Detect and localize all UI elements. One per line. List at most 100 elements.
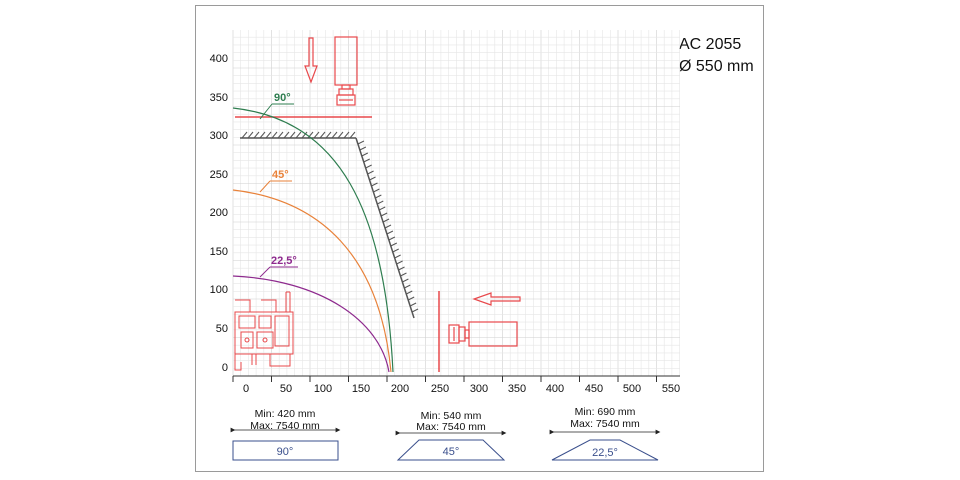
arc-label-22-5: 22,5° — [259, 255, 298, 278]
x-tick-label: 150 — [352, 383, 370, 395]
arc-label-45: 45° — [259, 169, 292, 193]
hatch-mark — [289, 131, 296, 139]
spec-min: Min: 540 mm — [421, 410, 482, 422]
arc-90 — [232, 107, 394, 373]
hatch-mark — [398, 266, 405, 271]
hatch-mark — [411, 308, 419, 313]
x-tick-label: 250 — [431, 383, 449, 395]
hatch-mark — [283, 131, 290, 139]
y-tick-label: 250 — [210, 169, 228, 181]
spec-panel-45: Min: 540 mm Max: 7540 mm 45° — [395, 410, 507, 461]
spec-angle: 45° — [443, 446, 460, 458]
model-info: AC 2055 Ø 550 mm — [679, 34, 754, 78]
hatch-mark — [369, 176, 376, 181]
hatch-mark — [382, 218, 390, 223]
arc-label-text: 90° — [274, 92, 291, 104]
hatch-mark — [247, 131, 254, 139]
hatch-mark — [375, 194, 382, 199]
arc-label-90: 90° — [259, 92, 294, 120]
hatch-mark — [396, 260, 403, 265]
x-tick-label: 200 — [391, 383, 409, 395]
y-tick-label: 400 — [210, 53, 228, 65]
x-tick-label: 450 — [585, 383, 603, 395]
y-tick-label: 300 — [210, 130, 228, 142]
hatch-mark — [349, 131, 356, 139]
profile-section-icon — [234, 291, 294, 371]
arc-22-5 — [232, 275, 390, 373]
y-tick-label: 350 — [210, 92, 228, 104]
hatch-mark — [378, 206, 386, 211]
horizontal-saw-motor-icon — [448, 321, 518, 347]
hatch-mark — [367, 170, 374, 175]
left-arrow-icon — [472, 292, 521, 306]
hatch-mark — [357, 140, 365, 145]
x-tick-label: 50 — [280, 383, 292, 395]
spec-panel-90: Min: 420 mm Max: 7540 mm 90° — [230, 408, 341, 461]
spec-panel-22-5: Min: 690 mm Max: 7540 mm 22,5° — [549, 406, 661, 461]
hatch-mark — [265, 131, 272, 139]
hatch-mark — [402, 278, 409, 283]
hatch-mark — [271, 131, 278, 139]
spec-angle: 22,5° — [592, 447, 618, 459]
hatch-mark — [325, 131, 332, 139]
hatch-mark — [337, 131, 344, 139]
y-tick-label: 200 — [210, 207, 228, 219]
hatch-mark — [361, 152, 369, 157]
model-name: AC 2055 — [679, 36, 742, 53]
blade-diameter: Ø 550 mm — [679, 58, 754, 75]
spec-max: Max: 7540 mm — [250, 420, 320, 432]
y-axis-labels: 400 350 300 250 200 150 100 50 0 — [210, 53, 228, 374]
hatch-mark — [295, 131, 302, 139]
hatch-mark — [363, 158, 370, 163]
y-tick-label: 150 — [210, 246, 228, 258]
x-tick-label: 0 — [243, 383, 249, 395]
spec-max: Max: 7540 mm — [416, 421, 486, 433]
hatch-mark — [388, 236, 396, 241]
hatch-mark — [371, 182, 378, 187]
hatch-mark — [301, 131, 308, 139]
material-guard — [240, 131, 419, 319]
x-tick-label: 550 — [662, 383, 680, 395]
profile-shape-trapezoid — [396, 439, 506, 461]
hatch-mark — [384, 224, 392, 229]
y-tick-label: 50 — [216, 323, 228, 335]
hatch-mark — [390, 242, 398, 247]
hatch-mark — [392, 248, 399, 253]
hatch-mark — [373, 188, 380, 193]
down-arrow-icon — [304, 37, 318, 84]
x-axis-labels: 0 50 100 150 200 250 300 350 400 450 500… — [243, 383, 680, 395]
hatch-mark — [380, 212, 388, 217]
hatch-mark — [386, 230, 394, 235]
hatch-mark — [365, 164, 372, 169]
hatch-mark — [319, 131, 326, 139]
spec-max: Max: 7540 mm — [570, 418, 640, 430]
hatch-mark — [241, 131, 248, 139]
x-tick-label: 400 — [546, 383, 564, 395]
hatch-mark — [277, 131, 284, 139]
vertical-saw-motor-icon — [334, 36, 358, 106]
hatch-mark — [400, 272, 407, 277]
hatch-mark — [259, 131, 266, 139]
hatch-mark — [331, 131, 338, 139]
x-tick-label: 500 — [623, 383, 641, 395]
x-tick-label: 300 — [470, 383, 488, 395]
spec-min: Min: 420 mm — [255, 408, 316, 420]
hatch-mark — [394, 254, 401, 259]
grid — [232, 30, 680, 382]
hatch-mark — [313, 131, 320, 139]
hatch-mark — [253, 131, 260, 139]
hatch-mark — [343, 131, 350, 139]
hatch-mark — [359, 146, 367, 151]
profile-shape-triangle — [551, 439, 659, 461]
hatch-mark — [377, 200, 384, 205]
arc-label-text: 45° — [272, 169, 289, 181]
x-tick-label: 100 — [314, 383, 332, 395]
hatch-mark — [409, 302, 417, 307]
hatch-mark — [404, 284, 411, 289]
spec-angle: 90° — [277, 446, 294, 458]
spec-min: Min: 690 mm — [575, 406, 636, 418]
profile-shape-rectangle — [232, 440, 339, 461]
y-tick-label: 100 — [210, 284, 228, 296]
arc-45 — [232, 189, 392, 373]
